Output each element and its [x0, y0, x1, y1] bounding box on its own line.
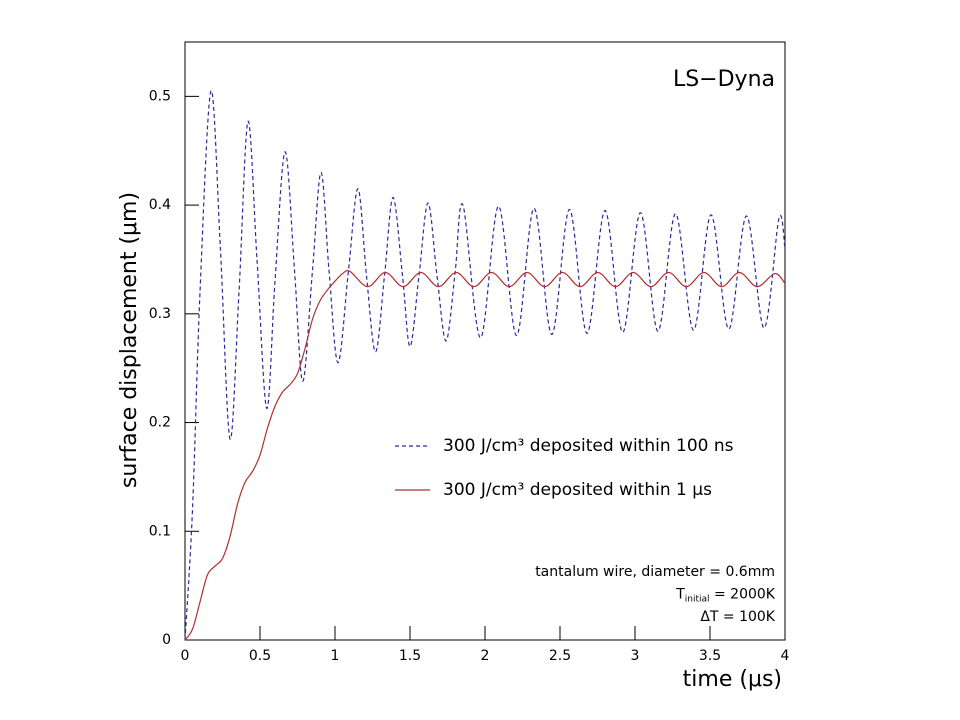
x-tick-label: 0.5: [249, 648, 271, 664]
y-tick-label: 0.3: [149, 306, 171, 322]
annotation-text: ΔT = 100K: [700, 609, 775, 625]
series-line: [184, 270, 786, 641]
series-line: [184, 90, 786, 641]
x-tick-label: 1.5: [399, 648, 421, 664]
x-tick-label: 2.5: [549, 648, 571, 664]
annotation: ΔT = 100K: [700, 609, 775, 625]
annotation-rest: = 2000K: [710, 587, 776, 603]
plot-frame: [184, 41, 786, 641]
x-axis-label: time (μs): [683, 667, 782, 692]
y-axis-label: surface displacement (μm): [117, 192, 142, 488]
legend-label: 300 J/cm³ deposited within 100 ns: [443, 436, 734, 456]
x-tick-label: 2: [481, 648, 490, 664]
y-tick-label: 0: [162, 632, 171, 648]
x-tick-label: 4: [781, 648, 790, 664]
x-tick-label: 3: [631, 648, 640, 664]
x-tick-label: 0: [181, 648, 190, 664]
annotation-text: T: [675, 587, 685, 603]
chart-label: LS−Dyna: [673, 67, 775, 92]
legend-label: 300 J/cm³ deposited within 1 μs: [443, 480, 712, 500]
annotation: tantalum wire, diameter = 0.6mm: [535, 564, 775, 580]
y-tick-label: 0.1: [149, 523, 171, 539]
y-tick-label: 0.4: [149, 197, 171, 213]
annotation-text: tantalum wire, diameter = 0.6mm: [535, 564, 775, 580]
annotation-sub: initial: [685, 594, 710, 604]
x-tick-label: 1: [331, 648, 340, 664]
y-tick-label: 0.2: [149, 415, 171, 431]
annotation: Tinitial = 2000K: [675, 587, 776, 605]
x-tick-label: 3.5: [699, 648, 721, 664]
y-tick-label: 0.5: [149, 88, 171, 104]
